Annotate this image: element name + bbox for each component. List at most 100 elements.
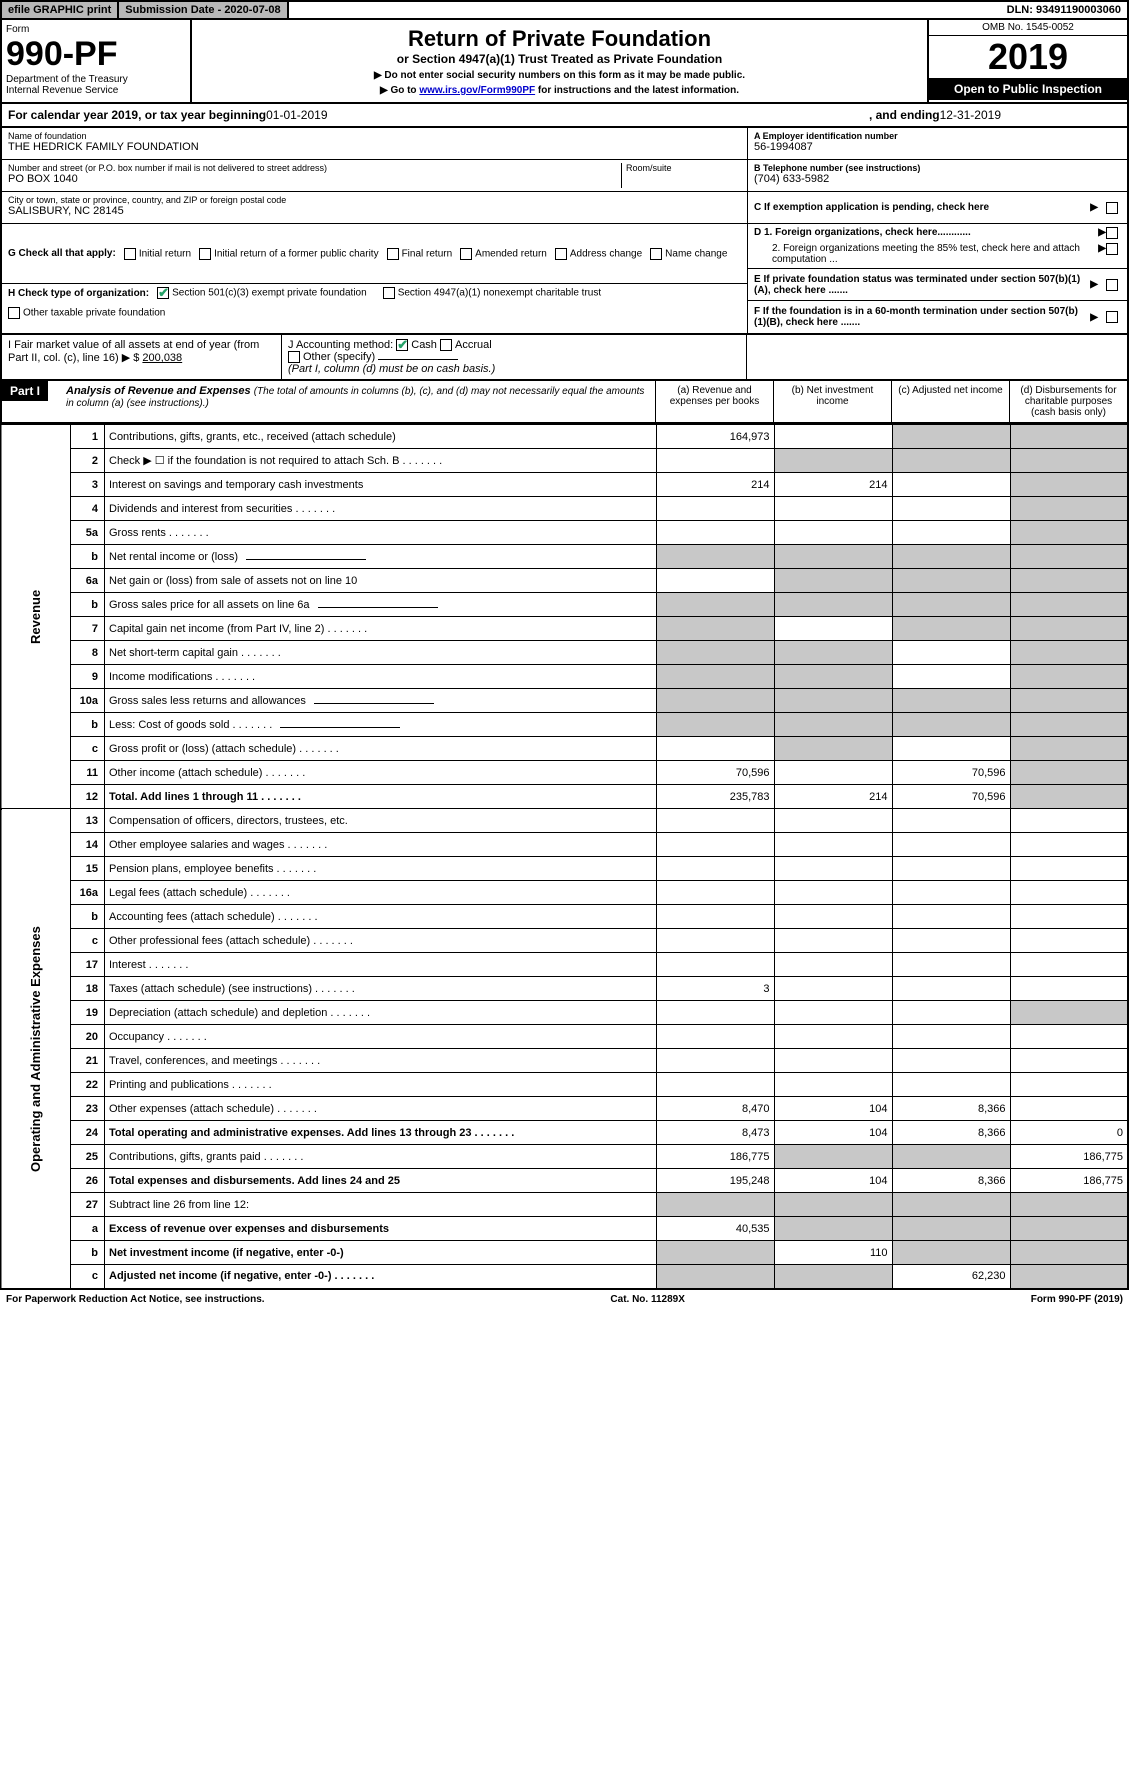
line-number: 25 <box>71 1145 105 1169</box>
line-number: 1 <box>71 425 105 449</box>
c-checkbox[interactable] <box>1106 202 1118 214</box>
cell-b <box>774 569 892 593</box>
cell-b <box>774 545 892 569</box>
line-number: 5a <box>71 521 105 545</box>
line-number: 13 <box>71 809 105 833</box>
g-opt-3[interactable]: Amended return <box>460 248 547 260</box>
note-2: ▶ Go to www.irs.gov/Form990PF for instru… <box>198 85 921 96</box>
phone-row: B Telephone number (see instructions) (7… <box>748 160 1127 192</box>
part1-title: Analysis of Revenue and Expenses <box>66 385 251 397</box>
d-row: D 1. Foreign organizations, check here..… <box>748 224 1127 269</box>
cell-b: 214 <box>774 785 892 809</box>
cell-c: 70,596 <box>892 785 1010 809</box>
line-desc: Interest on savings and temporary cash i… <box>105 473 657 497</box>
cell-b <box>774 1193 892 1217</box>
h-opt-0[interactable]: Section 501(c)(3) exempt private foundat… <box>157 287 367 299</box>
g-opt-0[interactable]: Initial return <box>124 248 191 260</box>
cell-c <box>892 1145 1010 1169</box>
d2-label: 2. Foreign organizations meeting the 85%… <box>754 243 1098 265</box>
table-row: 23Other expenses (attach schedule) . . .… <box>1 1097 1128 1121</box>
cell-d <box>1010 1241 1128 1265</box>
line-number: b <box>71 545 105 569</box>
i-value: 200,038 <box>142 352 182 364</box>
table-row: Operating and Administrative Expenses13C… <box>1 809 1128 833</box>
cell-d: 186,775 <box>1010 1169 1128 1193</box>
h-opt-1[interactable]: Section 4947(a)(1) nonexempt charitable … <box>383 287 601 299</box>
col-d-hdr: (d) Disbursements for charitable purpose… <box>1009 381 1127 422</box>
cell-d <box>1010 425 1128 449</box>
efile-btn[interactable]: efile GRAPHIC print <box>2 2 119 18</box>
irs-link[interactable]: www.irs.gov/Form990PF <box>419 85 535 96</box>
table-row: 17Interest . . . . . . . <box>1 953 1128 977</box>
table-row: 18Taxes (attach schedule) (see instructi… <box>1 977 1128 1001</box>
j-cash[interactable]: Cash <box>396 339 437 351</box>
cell-b <box>774 809 892 833</box>
name-label: Name of foundation <box>8 131 741 141</box>
g-opt-2[interactable]: Final return <box>387 248 453 260</box>
ein-value: 56-1994087 <box>754 141 1121 153</box>
cell-a <box>656 737 774 761</box>
calendar-year-row: For calendar year 2019, or tax year begi… <box>0 104 1129 128</box>
room-label: Room/suite <box>626 163 741 173</box>
h-opt-2[interactable]: Other taxable private foundation <box>8 307 165 319</box>
d1-checkbox[interactable] <box>1106 227 1118 239</box>
line-number: 6a <box>71 569 105 593</box>
table-row: bGross sales price for all assets on lin… <box>1 593 1128 617</box>
city-value: SALISBURY, NC 28145 <box>8 205 741 217</box>
line-desc: Accounting fees (attach schedule) . . . … <box>105 905 657 929</box>
j-other[interactable]: Other (specify) <box>288 351 375 363</box>
g-opt-4[interactable]: Address change <box>555 248 642 260</box>
cell-b <box>774 617 892 641</box>
line-desc: Adjusted net income (if negative, enter … <box>105 1265 657 1289</box>
line-number: 16a <box>71 881 105 905</box>
cell-b <box>774 449 892 473</box>
cell-c <box>892 665 1010 689</box>
cell-d <box>1010 593 1128 617</box>
cal-pre: For calendar year 2019, or tax year begi… <box>8 108 266 122</box>
g-opt-5[interactable]: Name change <box>650 248 727 260</box>
d2-checkbox[interactable] <box>1106 243 1118 255</box>
cell-c: 8,366 <box>892 1169 1010 1193</box>
cell-d <box>1010 953 1128 977</box>
line-number: b <box>71 1241 105 1265</box>
line-number: 20 <box>71 1025 105 1049</box>
cell-c <box>892 593 1010 617</box>
cell-d <box>1010 617 1128 641</box>
form-subtitle: or Section 4947(a)(1) Trust Treated as P… <box>198 52 921 66</box>
form-header: Form 990-PF Department of the Treasury I… <box>0 20 1129 104</box>
cell-d <box>1010 473 1128 497</box>
cell-a <box>656 1025 774 1049</box>
topbar: efile GRAPHIC print Submission Date - 20… <box>0 0 1129 20</box>
line-number: 12 <box>71 785 105 809</box>
e-checkbox[interactable] <box>1106 279 1118 291</box>
g-row: G Check all that apply: Initial return I… <box>2 224 747 284</box>
cell-d <box>1010 905 1128 929</box>
cell-c <box>892 545 1010 569</box>
cell-c <box>892 473 1010 497</box>
form-year-block: OMB No. 1545-0052 2019 Open to Public In… <box>927 20 1127 102</box>
table-row: bAccounting fees (attach schedule) . . .… <box>1 905 1128 929</box>
table-row: bNet rental income or (loss) <box>1 545 1128 569</box>
cell-c: 62,230 <box>892 1265 1010 1289</box>
line-number: 24 <box>71 1121 105 1145</box>
line-desc: Gross sales less returns and allowances <box>105 689 657 713</box>
cell-b <box>774 425 892 449</box>
line-desc: Travel, conferences, and meetings . . . … <box>105 1049 657 1073</box>
cell-a <box>656 1193 774 1217</box>
line-number: c <box>71 929 105 953</box>
line-number: 7 <box>71 617 105 641</box>
cell-a <box>656 1049 774 1073</box>
j-accrual[interactable]: Accrual <box>440 339 492 351</box>
g-opt-1[interactable]: Initial return of a former public charit… <box>199 248 379 260</box>
cell-c <box>892 833 1010 857</box>
page-footer: For Paperwork Reduction Act Notice, see … <box>0 1290 1129 1309</box>
cell-a: 70,596 <box>656 761 774 785</box>
table-row: 26Total expenses and disbursements. Add … <box>1 1169 1128 1193</box>
line-number: 17 <box>71 953 105 977</box>
table-row: 12Total. Add lines 1 through 11 . . . . … <box>1 785 1128 809</box>
f-checkbox[interactable] <box>1106 311 1118 323</box>
line-number: 26 <box>71 1169 105 1193</box>
col-a-hdr: (a) Revenue and expenses per books <box>655 381 773 422</box>
submission-date: Submission Date - 2020-07-08 <box>119 2 288 18</box>
j-note: (Part I, column (d) must be on cash basi… <box>288 363 495 375</box>
